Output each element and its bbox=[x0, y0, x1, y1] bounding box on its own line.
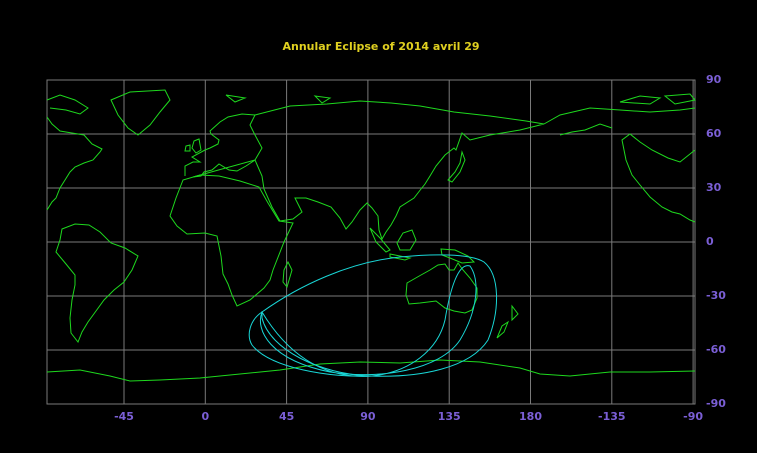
new-guinea bbox=[440, 248, 476, 264]
y-tick-label: 60 bbox=[706, 127, 722, 140]
y-tick-label: -60 bbox=[706, 343, 726, 356]
borneo bbox=[396, 229, 417, 251]
eclipse-outer-limit bbox=[261, 254, 497, 377]
x-tick-label: -135 bbox=[598, 410, 626, 423]
asia bbox=[249, 100, 545, 241]
y-tick-label: 90 bbox=[706, 73, 722, 86]
x-tick-label: 90 bbox=[360, 410, 376, 423]
japan bbox=[447, 150, 466, 183]
title: Annular Eclipse of 2014 avril 29 bbox=[282, 40, 479, 53]
europe bbox=[184, 113, 256, 178]
y-tick-label: -90 bbox=[706, 397, 726, 410]
eclipse-paths bbox=[248, 254, 497, 377]
madagascar bbox=[282, 260, 293, 289]
y-tick-label: -30 bbox=[706, 289, 726, 302]
north-america-east bbox=[46, 94, 103, 211]
x-tick-label: 45 bbox=[279, 410, 294, 423]
new-zealand bbox=[496, 304, 519, 339]
x-tick-label: -45 bbox=[114, 410, 134, 423]
africa bbox=[169, 174, 294, 307]
eclipse-western-curve bbox=[248, 311, 373, 377]
coastlines bbox=[46, 89, 696, 382]
south-america bbox=[55, 223, 139, 343]
greenland bbox=[110, 89, 171, 136]
x-tick-label: 180 bbox=[519, 410, 542, 423]
y-tick-label: 30 bbox=[706, 181, 722, 194]
y-tick-label: 0 bbox=[706, 235, 714, 248]
arctic-islands bbox=[225, 93, 696, 105]
x-tick-label: 135 bbox=[438, 410, 461, 423]
graticule bbox=[46, 79, 696, 405]
antarctica bbox=[46, 359, 696, 382]
north-america-west bbox=[543, 107, 696, 223]
x-tick-label: -90 bbox=[683, 410, 703, 423]
australia bbox=[405, 262, 478, 314]
british-isles bbox=[184, 138, 202, 154]
x-tick-label: 0 bbox=[201, 410, 209, 423]
